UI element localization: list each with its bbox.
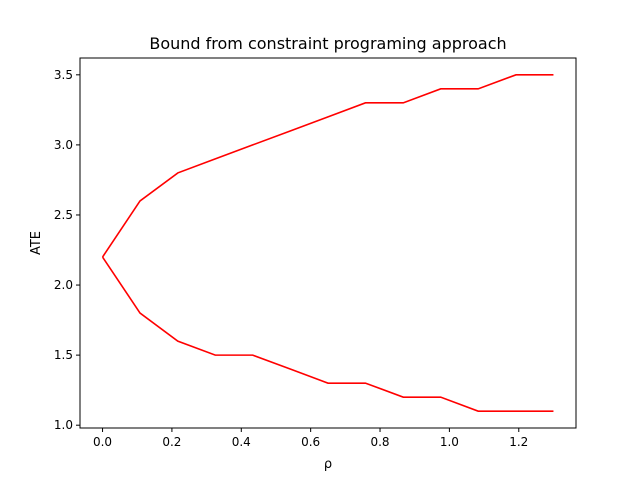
plot-frame (79, 57, 577, 429)
lower-bound-line (101, 256, 554, 412)
y-tick-label: 3.5 (54, 68, 73, 82)
x-tick-label: 0.8 (370, 435, 389, 449)
x-axis: 0.0 0.2 0.4 0.6 0.8 1.0 1.2 (93, 428, 528, 449)
y-axis: 1.0 1.5 2.0 2.5 3.0 3.5 (54, 68, 80, 432)
x-tick-label: 0.6 (301, 435, 320, 449)
x-tick-label: 1.2 (509, 435, 528, 449)
y-tick-label: 1.5 (54, 348, 73, 362)
x-tick-label: 1.0 (440, 435, 459, 449)
y-tick-label: 2.5 (54, 208, 73, 222)
chart-title: Bound from constraint programing approac… (149, 34, 506, 53)
x-tick-label: 0.0 (93, 435, 112, 449)
y-axis-label: ATE (29, 231, 44, 255)
x-axis-label: ρ (324, 457, 332, 472)
upper-bound-line (101, 74, 554, 258)
y-tick-label: 1.0 (54, 418, 73, 432)
plot-area (101, 74, 554, 412)
y-tick-label: 2.0 (54, 278, 73, 292)
x-tick-label: 0.4 (232, 435, 251, 449)
x-tick-label: 0.2 (162, 435, 181, 449)
y-tick-label: 3.0 (54, 138, 73, 152)
